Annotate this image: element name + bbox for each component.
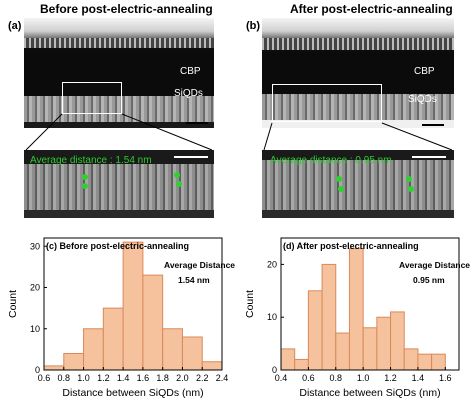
label-cbp-a: CBP	[180, 66, 201, 77]
y-tick-label: 20	[30, 283, 40, 293]
histogram-bar	[63, 353, 85, 371]
header-after: After post-electric-annealing	[290, 2, 453, 16]
histogram-bar	[321, 263, 337, 371]
x-axis-label: Distance between SiQDs (nm)	[62, 387, 203, 399]
y-tick-label: 30	[30, 241, 40, 251]
y-tick-label: 10	[267, 312, 277, 322]
histogram-bar	[201, 361, 223, 371]
tem-image-before	[24, 18, 214, 128]
annotation-label: Average Distance	[399, 260, 470, 270]
zoom-lines-b	[263, 122, 453, 151]
x-tick-label: 0.8	[330, 373, 343, 383]
chart-title: (d) After post-electric-annealing	[283, 241, 419, 251]
histogram-after: 0.4 0.6 0.8 1.0 1.2 1.4 1.6 0 10 20 Distance betwe…	[244, 237, 470, 399]
y-tick-label: 0	[35, 365, 40, 375]
x-tick-label: 1.0	[77, 373, 90, 383]
histogram-bar	[390, 311, 405, 371]
average-distance-after: Average distance : 0.95 nm	[270, 155, 392, 166]
x-axis-label: Distance between SiQDs (nm)	[299, 387, 440, 399]
x-tick-label: 2.4	[216, 373, 229, 383]
y-tick-label: 0	[272, 365, 277, 375]
scale-bar-a	[186, 122, 208, 124]
histogram-bar	[181, 336, 203, 371]
histogram-bar	[335, 332, 350, 371]
label-siqds-a: SiQDs	[174, 88, 203, 99]
x-tick-label: 1.6	[137, 373, 150, 383]
x-tick-label: 0.6	[302, 373, 315, 383]
x-tick-label: 1.4	[117, 373, 130, 383]
average-distance-before: Average distance : 1.54 nm	[30, 155, 152, 166]
scale-bar-b	[422, 124, 444, 126]
x-tick-label: 2.0	[176, 373, 189, 383]
histogram-bar	[294, 358, 309, 371]
y-axis-label: Count	[244, 290, 256, 318]
zoom-lines-a	[25, 113, 213, 151]
y-tick-label: 20	[267, 259, 277, 269]
x-tick-label: 2.2	[196, 373, 209, 383]
label-siqds-b: SiQDs	[408, 94, 437, 105]
histogram-bar	[431, 353, 446, 371]
axes-frame	[43, 237, 223, 371]
histogram-before: 0.6 0.8 1.0 1.2 1.4 1.6 1.8 2.0 2.2 2.4 0 10 20 30 Dis…	[7, 237, 235, 399]
histogram-bar	[376, 316, 392, 371]
axes-frame	[280, 237, 460, 371]
x-tick-label: 1.2	[384, 373, 397, 383]
histogram-bar	[403, 348, 419, 371]
histogram-bar	[307, 290, 323, 371]
selection-box-a	[62, 82, 122, 114]
panel-label-b: (b)	[246, 20, 261, 32]
x-tick-label: 1.4	[412, 373, 425, 383]
selection-box-b	[272, 84, 382, 122]
zoom-image-before	[24, 150, 214, 218]
annotation-value: 1.54 nm	[178, 275, 210, 285]
histogram-bar	[417, 353, 433, 371]
histogram-bar	[362, 327, 378, 371]
histogram-bar	[162, 328, 183, 371]
header-before: Before post-electric-annealing	[40, 2, 213, 16]
histogram-bar	[348, 248, 364, 371]
histogram-bar	[280, 348, 296, 371]
tem-image-after	[262, 18, 454, 128]
annotation-value: 0.95 nm	[413, 275, 445, 285]
annotation-label: Average Distance	[164, 260, 235, 270]
x-tick-label: 0.4	[275, 373, 288, 383]
chart-title: (c) Before post-electric-annealing	[46, 241, 189, 251]
x-tick-label: 1.6	[439, 373, 452, 383]
x-tick-label: 1.8	[156, 373, 169, 383]
histogram-bar	[43, 365, 65, 371]
y-tick-label: 10	[30, 324, 40, 334]
histogram-bar	[83, 328, 104, 371]
x-tick-label: 0.6	[38, 373, 51, 383]
x-tick-label: 0.8	[58, 373, 71, 383]
x-tick-label: 1.2	[97, 373, 110, 383]
histogram-bar	[142, 274, 164, 371]
y-axis-label: Count	[7, 290, 19, 318]
histogram-bar	[102, 307, 124, 371]
label-cbp-b: CBP	[414, 66, 435, 77]
histogram-bar	[122, 241, 144, 371]
zoom-image-after	[262, 150, 454, 218]
x-tick-label: 1.0	[357, 373, 370, 383]
panel-label-a: (a)	[8, 20, 22, 32]
